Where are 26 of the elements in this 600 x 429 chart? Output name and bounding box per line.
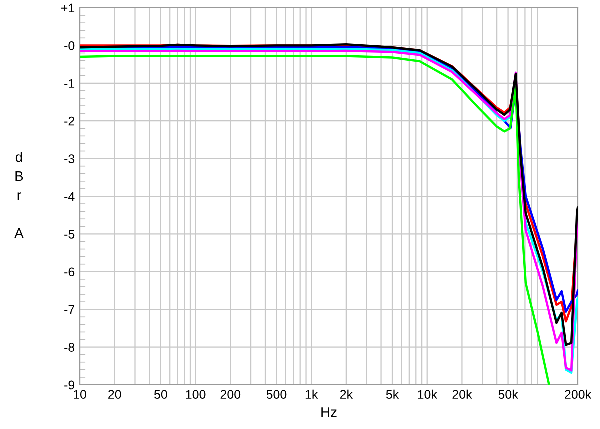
y-tick-label: -8 xyxy=(64,343,75,352)
x-tick-label: 200 xyxy=(220,390,241,400)
x-tick-label: 20 xyxy=(108,390,122,400)
x-tick-label: 10 xyxy=(74,390,86,400)
y-tick-label: -1 xyxy=(64,79,75,88)
x-tick-label: 200k xyxy=(565,390,592,400)
x-tick-label: 10k xyxy=(418,390,438,400)
x-tick-label: 1k xyxy=(306,390,318,399)
y-tick-label: -7 xyxy=(64,306,75,314)
y-tick-label: -6 xyxy=(64,268,75,277)
y-tick-label: +1 xyxy=(62,4,75,13)
x-tick-label: 20k xyxy=(452,390,472,400)
y-tick-label: -3 xyxy=(64,154,75,164)
x-tick-label: 100 xyxy=(186,390,206,400)
y-tick-label: -5 xyxy=(64,230,75,239)
x-tick-label: 50k xyxy=(498,390,518,400)
x-tick-label: 2k xyxy=(340,390,354,399)
x-tick-label: 5k xyxy=(386,390,400,400)
x-tick-label: 500 xyxy=(266,390,287,400)
text: dBr A xyxy=(14,152,24,238)
y-tick-label: -9 xyxy=(64,380,75,390)
y-tick-label: -2 xyxy=(64,116,75,126)
y-tick-label: -0 xyxy=(64,42,75,50)
x-axis-title: Hz xyxy=(322,408,337,418)
y-tick-label: -4 xyxy=(64,192,75,202)
x-tick-label: 50 xyxy=(154,390,168,400)
